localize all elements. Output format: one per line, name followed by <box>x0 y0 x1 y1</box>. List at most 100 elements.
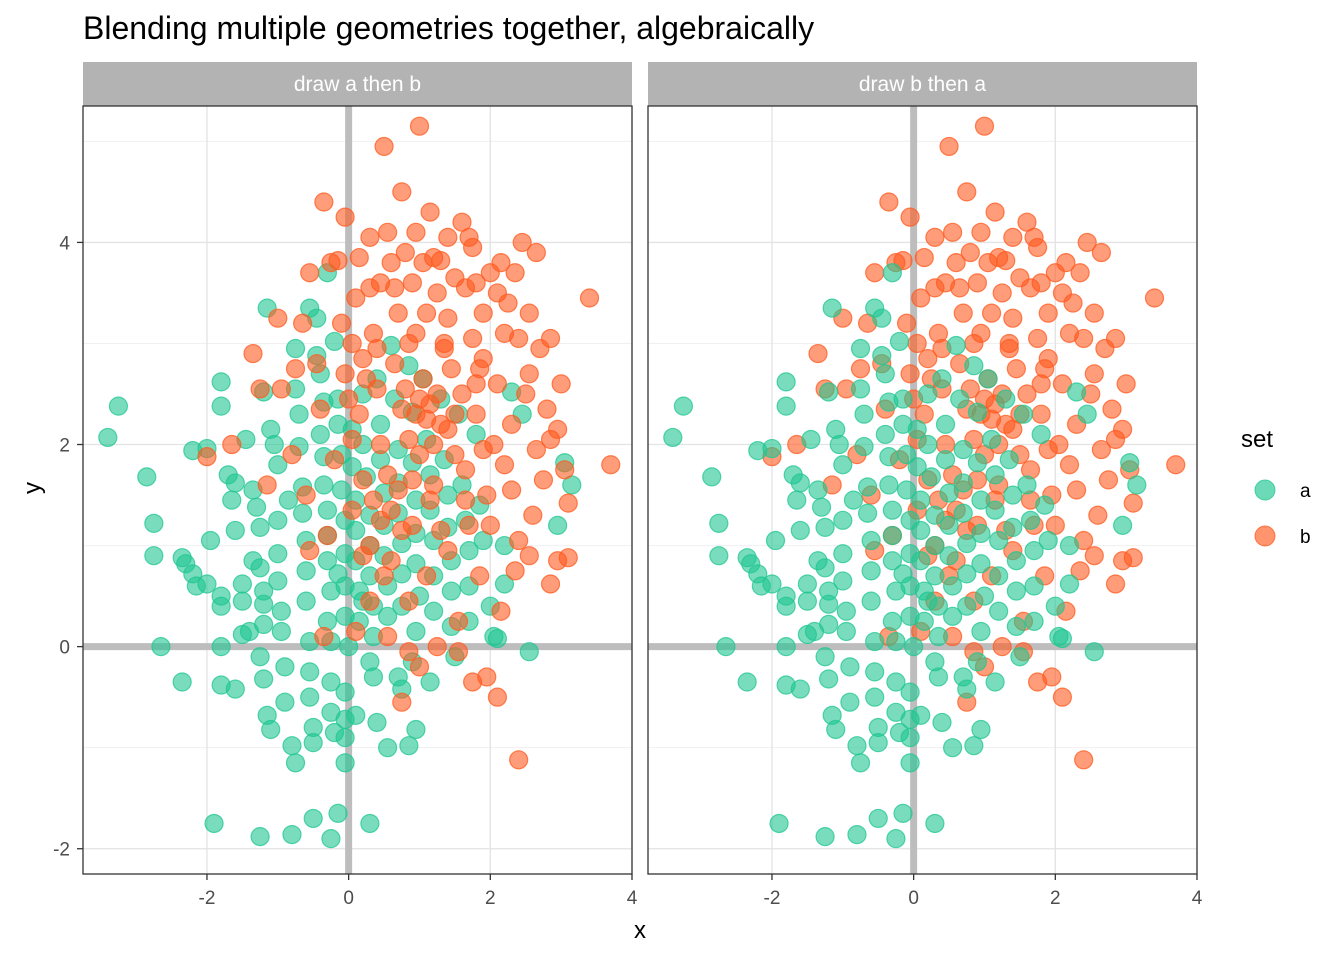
point-a <box>865 687 885 707</box>
point-a <box>893 564 913 584</box>
point-b <box>392 182 412 202</box>
point-a <box>438 485 458 505</box>
point-b <box>438 227 458 247</box>
point-b <box>473 349 493 369</box>
point-a <box>1052 628 1073 649</box>
point-b <box>1003 227 1023 247</box>
point-a <box>776 372 796 392</box>
point-a <box>765 530 786 551</box>
point-a <box>857 503 878 523</box>
point-a <box>1120 453 1140 473</box>
point-b <box>360 591 380 611</box>
point-a <box>989 530 1009 551</box>
point-a <box>494 574 515 594</box>
point-b <box>501 414 522 434</box>
point-a <box>1084 642 1104 662</box>
point-b <box>445 445 465 465</box>
point-a <box>850 379 871 399</box>
point-b <box>516 384 536 404</box>
point-b <box>480 515 500 535</box>
point-a <box>342 457 362 477</box>
point-a <box>882 611 902 631</box>
point-a <box>1020 510 1041 530</box>
point-a <box>900 682 920 702</box>
point-b <box>300 541 320 561</box>
point-b <box>470 566 490 586</box>
point-b <box>346 621 366 642</box>
point-b <box>363 490 384 510</box>
point-b <box>1006 359 1026 379</box>
panel-area <box>82 105 633 875</box>
point-b <box>1113 419 1133 439</box>
point-a <box>264 434 284 455</box>
point-a <box>225 679 245 699</box>
point-a <box>861 561 881 581</box>
point-a <box>819 614 839 635</box>
point-b <box>1074 328 1094 349</box>
point-b <box>466 273 486 293</box>
point-b <box>424 434 444 455</box>
point-b <box>1052 687 1073 707</box>
point-a <box>300 687 320 707</box>
point-b <box>409 445 430 465</box>
point-a <box>928 626 949 647</box>
point-a <box>893 389 913 409</box>
point-b <box>911 288 931 308</box>
point-a <box>918 384 938 404</box>
point-a <box>882 525 902 546</box>
point-a <box>981 429 1002 450</box>
point-a <box>1059 574 1080 594</box>
point-a <box>872 308 892 328</box>
legend-swatch <box>1254 479 1276 501</box>
point-b <box>378 222 398 242</box>
x-tick-label: -2 <box>199 888 216 909</box>
point-a <box>819 382 839 402</box>
point-a <box>928 667 949 687</box>
point-b <box>466 374 486 394</box>
point-b <box>540 574 561 594</box>
point-b <box>540 328 561 349</box>
point-a <box>957 596 977 616</box>
point-a <box>317 551 337 571</box>
point-a <box>335 727 355 748</box>
point-a <box>1006 616 1026 637</box>
point-b <box>981 303 1002 323</box>
point-a <box>925 535 945 556</box>
point-a <box>921 467 941 487</box>
point-b <box>487 374 508 394</box>
point-a <box>847 824 867 845</box>
point-a <box>985 500 1005 520</box>
point-b <box>385 354 405 374</box>
point-a <box>275 692 295 712</box>
point-a <box>204 813 224 834</box>
point-a <box>1024 541 1044 561</box>
point-b <box>381 500 401 520</box>
point-a <box>815 517 835 537</box>
point-b <box>501 480 522 500</box>
point-b <box>555 460 575 480</box>
point-a <box>914 611 934 631</box>
point-b <box>1003 419 1023 439</box>
point-b <box>441 359 461 379</box>
y-tick-label: 4 <box>59 233 70 254</box>
point-b <box>519 303 539 323</box>
point-b <box>1102 399 1122 419</box>
point-b <box>427 637 447 657</box>
x-tick-label: 2 <box>1050 888 1061 909</box>
point-a <box>935 450 956 470</box>
point-a <box>151 637 171 657</box>
point-b <box>300 263 320 283</box>
point-a <box>861 591 881 611</box>
point-b <box>985 202 1005 222</box>
x-tick-label: 2 <box>485 888 496 909</box>
point-b <box>1070 561 1090 581</box>
point-b <box>960 242 980 263</box>
y-axis-title: y <box>19 482 46 494</box>
point-b <box>459 515 479 535</box>
point-a <box>971 554 991 574</box>
point-b <box>250 379 270 399</box>
point-b <box>420 202 440 222</box>
point-b <box>463 237 483 258</box>
point-a <box>254 594 274 614</box>
point-a <box>815 647 835 667</box>
